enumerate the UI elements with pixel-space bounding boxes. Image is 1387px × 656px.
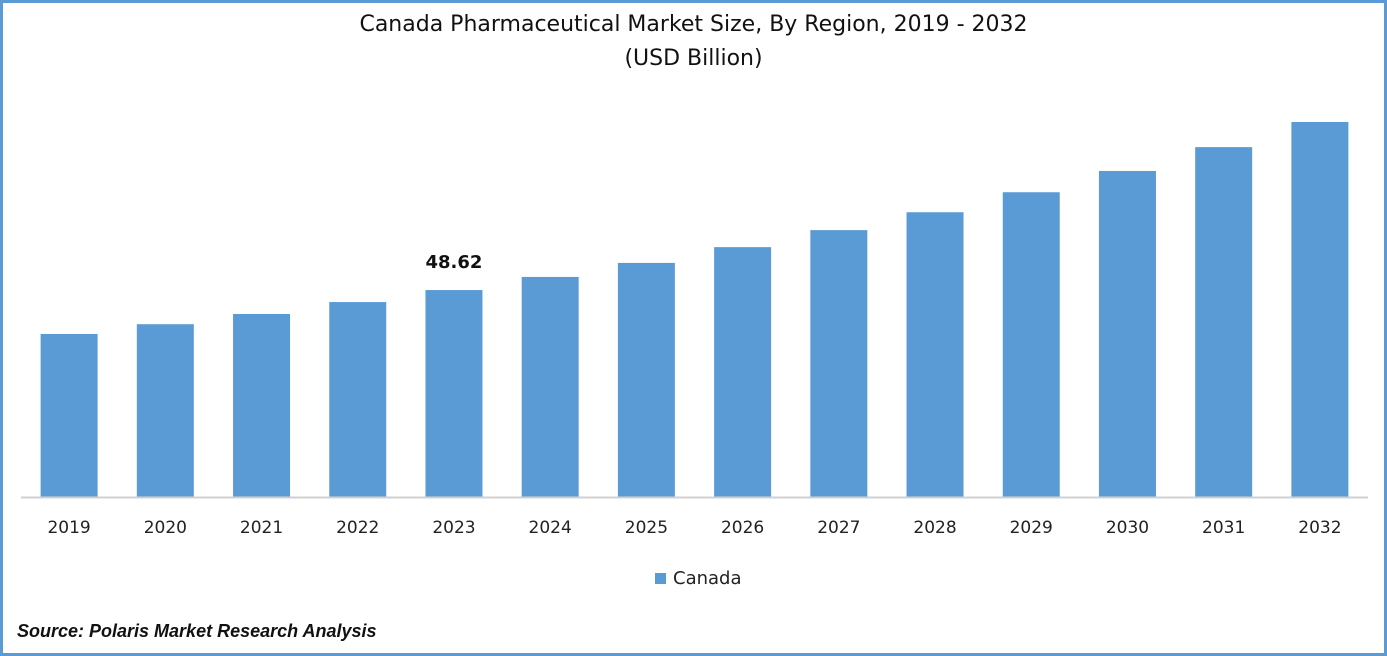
- bar-2020: [136, 324, 194, 497]
- x-tick-label: 2025: [625, 518, 668, 538]
- bar-2024: [521, 276, 579, 497]
- bar-2029: [1002, 192, 1060, 497]
- bar-2032: [1291, 122, 1349, 497]
- chart-subtitle: (USD Billion): [624, 46, 763, 71]
- bar-2025: [617, 262, 675, 497]
- x-tick-label: 2020: [144, 518, 187, 538]
- x-tick-label: 2027: [817, 518, 860, 538]
- chart-title: Canada Pharmaceutical Market Size, By Re…: [359, 12, 1028, 37]
- bar-2019: [40, 333, 98, 497]
- x-tick-label: 2031: [1202, 518, 1245, 538]
- x-tick-label: 2030: [1106, 518, 1149, 538]
- x-tick-label: 2021: [240, 518, 283, 538]
- x-tick-label: 2023: [432, 518, 475, 538]
- x-tick-label: 2022: [336, 518, 379, 538]
- bar-2022: [329, 302, 387, 497]
- bar-2026: [714, 247, 772, 497]
- source-note: Source: Polaris Market Research Analysis: [17, 621, 377, 641]
- legend-swatch: [655, 573, 666, 584]
- bar-2027: [810, 230, 868, 497]
- bar-2028: [906, 212, 964, 497]
- bar-2030: [1098, 170, 1156, 497]
- x-tick-label: 2026: [721, 518, 764, 538]
- legend-label: Canada: [673, 568, 742, 589]
- bar-2023: [425, 290, 483, 497]
- bar-2031: [1195, 147, 1253, 497]
- x-tick-label: 2029: [1010, 518, 1053, 538]
- x-tick-label: 2032: [1298, 518, 1341, 538]
- x-tick-label: 2024: [529, 518, 572, 538]
- legend: Canada: [655, 568, 742, 589]
- x-tick-label: 2019: [47, 518, 90, 538]
- x-tick-label: 2028: [913, 518, 956, 538]
- data-label: 48.62: [425, 252, 482, 273]
- bar-2021: [233, 313, 291, 497]
